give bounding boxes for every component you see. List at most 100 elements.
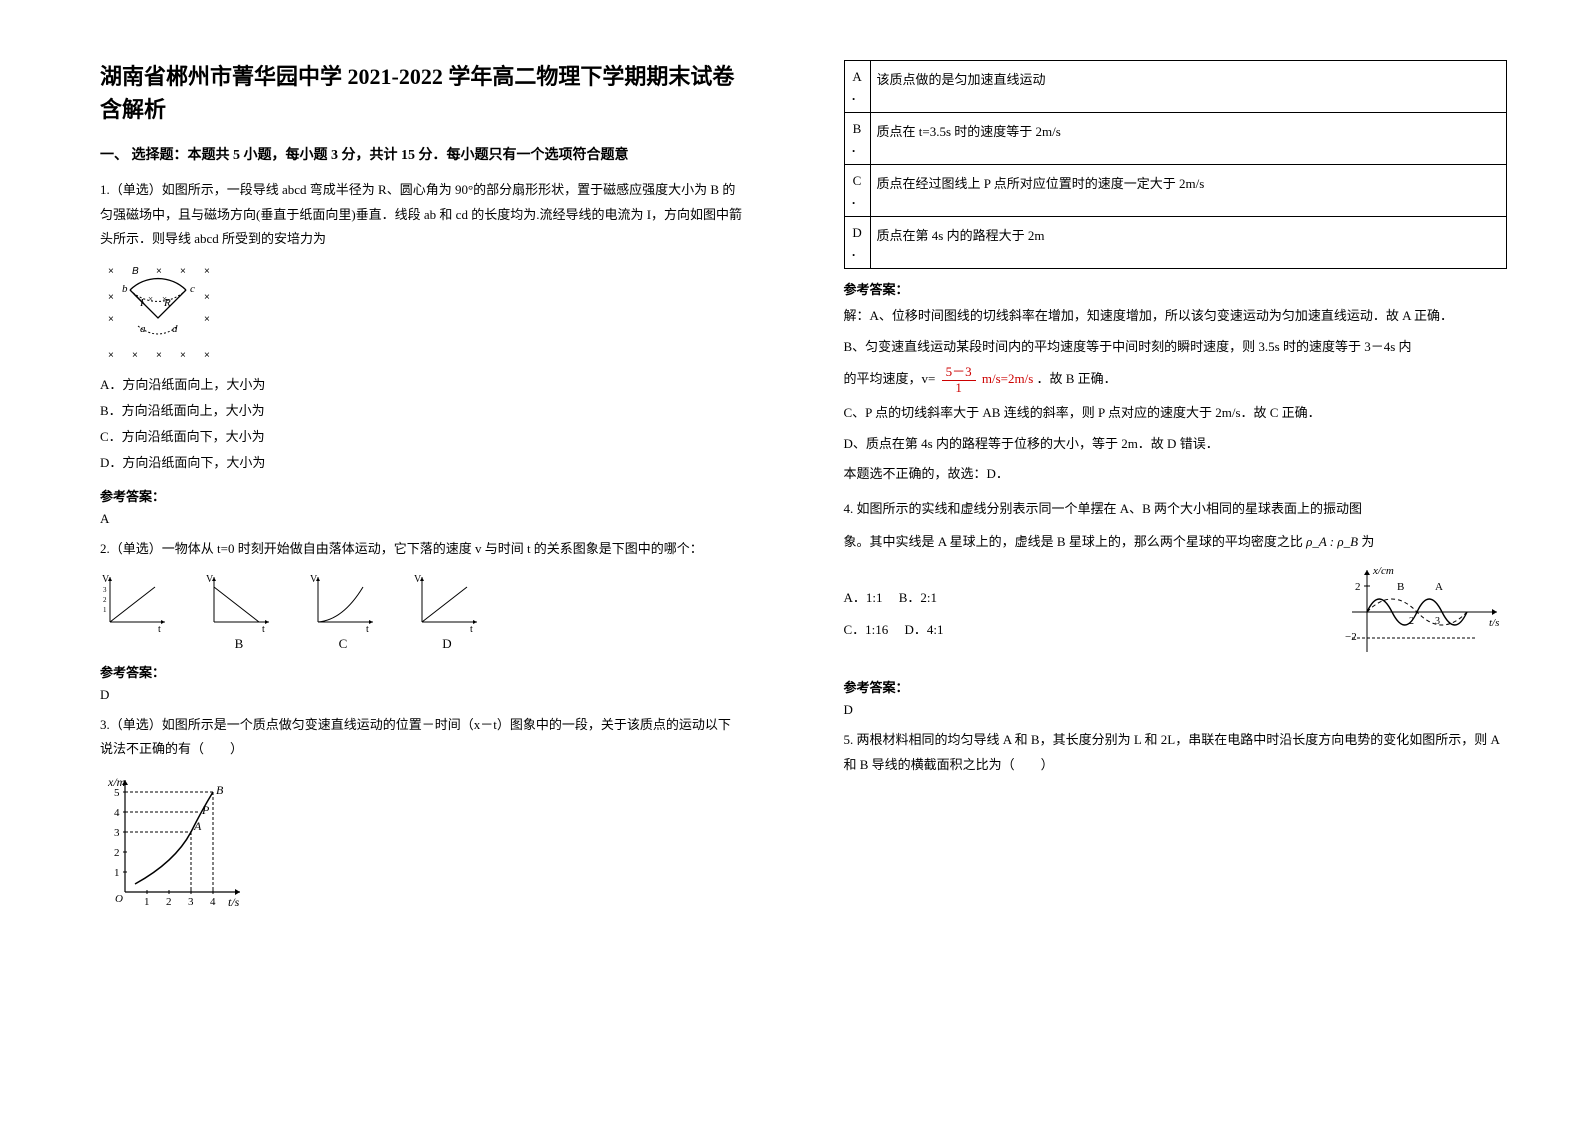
svg-text:3: 3 — [103, 586, 107, 594]
q3-optC-label: C． — [844, 165, 870, 217]
q2-label-D: D — [412, 636, 482, 652]
svg-text:×: × — [204, 292, 210, 303]
svg-text:×: × — [180, 350, 186, 361]
q3-formula-tail: m/s=2m/s — [982, 371, 1033, 386]
svg-text:2: 2 — [1355, 581, 1361, 593]
svg-text:×: × — [108, 266, 114, 277]
page-title: 湖南省郴州市菁华园中学 2021-2022 学年高二物理下学期期末试卷含解析 — [100, 60, 744, 126]
q2-label-B: B — [204, 636, 274, 652]
q4-stem1: 4. 如图所示的实线和虚线分别表示同一个单摆在 A、B 两个大小相同的星球表面上… — [844, 497, 1508, 522]
q3-optD-label: D． — [844, 217, 870, 269]
svg-text:×: × — [162, 294, 167, 304]
svg-text:−2: −2 — [1345, 631, 1357, 643]
svg-text:×: × — [204, 314, 210, 325]
q3-explain6: 本题选不正确的，故选：D． — [844, 462, 1508, 487]
q2-graphs: Vt 321 A Vt B Vt C — [100, 572, 744, 652]
q2-graph-B: Vt B — [204, 572, 274, 652]
q5-stem: 5. 两根材料相同的均匀导线 A 和 B，其长度分别为 L 和 2L，串联在电路… — [844, 728, 1508, 777]
q3-optB-text: 质点在 t=3.5s 时的速度等于 2m/s — [870, 113, 1506, 165]
q3-formula-top: 5－3 — [942, 365, 976, 380]
q3-optB-label: B． — [844, 113, 870, 165]
svg-text:V: V — [102, 574, 110, 585]
svg-text:×: × — [204, 350, 210, 361]
q3-optA-label: A． — [844, 61, 870, 113]
q1-answer-label: 参考答案： — [100, 486, 744, 505]
svg-text:V: V — [206, 574, 214, 585]
q3-explain1: 解：A、位移时间图线的切线斜率在增加，知速度增加，所以该匀变速运动为匀加速直线运… — [844, 304, 1508, 329]
svg-text:×: × — [156, 266, 162, 277]
q3-options-table: A． 该质点做的是匀加速直线运动 B． 质点在 t=3.5s 时的速度等于 2m… — [844, 60, 1508, 269]
svg-text:t/s: t/s — [1489, 617, 1499, 629]
svg-text:t: t — [366, 624, 369, 632]
table-row: A． 该质点做的是匀加速直线运动 — [844, 61, 1507, 113]
svg-text:×: × — [108, 292, 114, 303]
q1-svg: ×B××× ×× ×× ××××× b c a d I R × × — [100, 262, 230, 362]
svg-text:V: V — [414, 574, 422, 585]
q1-optD: D．方向沿纸面向下，大小为 — [100, 450, 744, 476]
svg-text:t: t — [158, 624, 161, 632]
svg-text:2: 2 — [114, 847, 120, 859]
q3-optC-text: 质点在经过图线上 P 点所对应位置时的速度一定大于 2m/s — [870, 165, 1506, 217]
q1-options: A．方向沿纸面向上，大小为 B．方向沿纸面向上，大小为 C．方向沿纸面向下，大小… — [100, 372, 744, 476]
q4-optCD: C．1:16 D．4:1 — [844, 614, 944, 645]
q4-optAB: A．1:1 B．2:1 — [844, 582, 944, 613]
section-header: 一、 选择题：本题共 5 小题，每小题 3 分，共计 15 分．每小题只有一个选… — [100, 144, 744, 164]
q4-diagram: x/cm t/s 2 −2 2 3 B A — [1337, 562, 1507, 667]
q3-optD-text: 质点在第 4s 内的路程大于 2m — [870, 217, 1506, 269]
svg-text:1: 1 — [103, 606, 107, 614]
svg-text:×: × — [132, 350, 138, 361]
q4-stem2a: 象。其中实线是 A 星球上的，虚线是 B 星球上的，那么两个星球的平均密度之比 — [844, 534, 1303, 549]
svg-text:×: × — [180, 266, 186, 277]
q3-explain4: C、P 点的切线斜率大于 AB 连线的斜率，则 P 点对应的速度大于 2m/s．… — [844, 401, 1508, 426]
svg-text:A: A — [1435, 581, 1443, 593]
svg-text:t/s: t/s — [228, 895, 240, 909]
q2-graph-A: Vt 321 A — [100, 572, 170, 652]
svg-text:t: t — [470, 624, 473, 632]
svg-text:×: × — [148, 294, 153, 304]
q3-optA-text: 该质点做的是匀加速直线运动 — [870, 61, 1506, 113]
svg-text:4: 4 — [210, 896, 216, 908]
svg-text:B: B — [132, 266, 139, 277]
svg-text:P: P — [201, 803, 210, 817]
q1-optC: C．方向沿纸面向下，大小为 — [100, 424, 744, 450]
q3-diagram: x/m t/s O 1 2 3 4 5 1 2 3 4 — [100, 772, 744, 917]
q4-answer-label: 参考答案： — [844, 677, 1508, 696]
q4-optC: C．1:16 — [844, 622, 889, 637]
q4-stem2c: 为 — [1361, 534, 1374, 549]
q1-stem: 1.（单选）如图所示，一段导线 abcd 弯成半径为 R、圆心角为 90°的部分… — [100, 178, 744, 252]
svg-text:B: B — [216, 783, 224, 797]
q4-optB: B．2:1 — [899, 590, 937, 605]
svg-text:3: 3 — [114, 827, 120, 839]
q2-answer: D — [100, 687, 744, 703]
svg-text:x/cm: x/cm — [1372, 565, 1394, 577]
svg-text:×: × — [204, 266, 210, 277]
q3-formula-bot: 1 — [942, 381, 976, 395]
q3-explain5: D、质点在第 4s 内的路程等于位移的大小，等于 2m．故 D 错误． — [844, 432, 1508, 457]
svg-text:2: 2 — [166, 896, 172, 908]
q3-explain3b: ．故 B 正确． — [1037, 371, 1117, 386]
svg-text:d: d — [172, 323, 178, 335]
q2-answer-label: 参考答案： — [100, 662, 744, 681]
svg-text:B: B — [1397, 581, 1404, 593]
q2-stem: 2.（单选）一物体从 t=0 时刻开始做自由落体运动，它下落的速度 v 与时间 … — [100, 537, 744, 562]
svg-text:×: × — [156, 350, 162, 361]
q3-explain2: B、匀变速直线运动某段时间内的平均速度等于中间时刻的瞬时速度，则 3.5s 时的… — [844, 335, 1508, 360]
svg-text:2: 2 — [103, 596, 107, 604]
svg-text:×: × — [108, 314, 114, 325]
q2-graph-C: Vt C — [308, 572, 378, 652]
q1-optB: B．方向沿纸面向上，大小为 — [100, 398, 744, 424]
q3-stem: 3.（单选）如图所示是一个质点做匀变速直线运动的位置－时间（x－t）图象中的一段… — [100, 713, 744, 762]
svg-text:3: 3 — [188, 896, 194, 908]
q2-graph-D: Vt D — [412, 572, 482, 652]
q3-explain3-row: 的平均速度，v= 5－3 1 m/s=2m/s ．故 B 正确． — [844, 365, 1508, 395]
q1-optA: A．方向沿纸面向上，大小为 — [100, 372, 744, 398]
left-column: 湖南省郴州市菁华园中学 2021-2022 学年高二物理下学期期末试卷含解析 一… — [0, 0, 794, 1122]
svg-text:O: O — [115, 893, 123, 905]
right-column: A． 该质点做的是匀加速直线运动 B． 质点在 t=3.5s 时的速度等于 2m… — [794, 0, 1587, 1122]
q3-explain3: 的平均速度，v= — [844, 371, 936, 386]
svg-text:×: × — [108, 350, 114, 361]
svg-text:4: 4 — [114, 807, 120, 819]
svg-text:5: 5 — [114, 787, 120, 799]
q4-optA: A．1:1 — [844, 590, 883, 605]
svg-text:A: A — [193, 819, 202, 833]
